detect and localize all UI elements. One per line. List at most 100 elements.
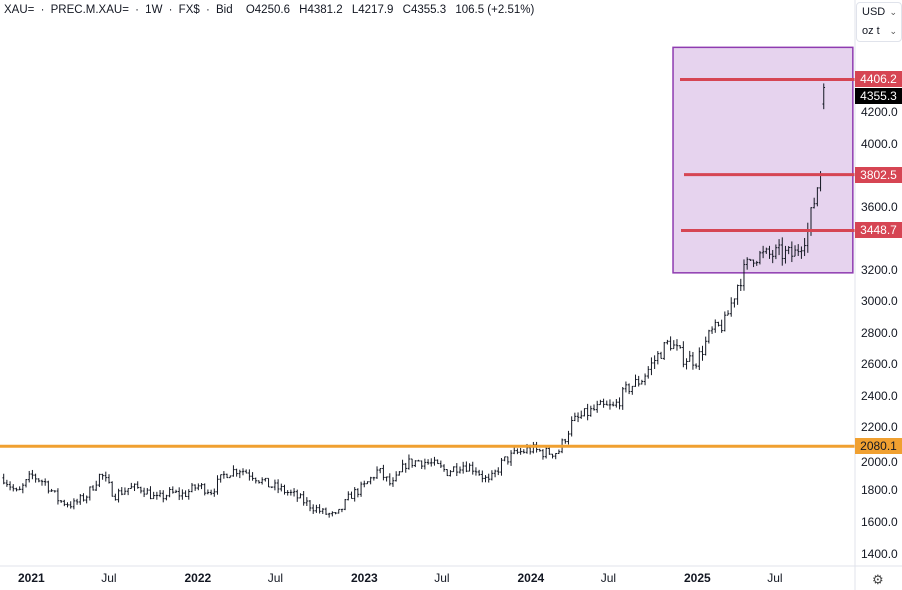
ohlc-bar xyxy=(308,500,312,512)
ohlc-bar xyxy=(669,336,672,351)
ohlc-bar xyxy=(372,476,376,481)
time-axis-tick: Jul xyxy=(434,571,450,585)
ohlc-bar xyxy=(777,239,781,256)
interval: 1W xyxy=(145,4,163,16)
ohlc-bar xyxy=(158,490,162,498)
ohlc-bar xyxy=(187,489,191,500)
ohlc-bar xyxy=(698,347,701,371)
ohlc-bar xyxy=(742,259,746,291)
separator: · xyxy=(168,4,173,16)
ohlc-bar xyxy=(152,491,155,500)
ohlc-bar xyxy=(509,450,513,466)
ohlc-bar xyxy=(311,504,315,514)
time-axis-tick: 2025 xyxy=(684,571,711,585)
ohlc-bar xyxy=(305,497,309,506)
ohlc-bar xyxy=(15,487,18,492)
time-axis-tick: Jul xyxy=(767,571,783,585)
ohlc-bars xyxy=(2,83,826,518)
ohlc-bar xyxy=(429,458,433,467)
ohlc-bar xyxy=(184,490,187,498)
ohlc-bar xyxy=(548,446,551,455)
ohlc-bar xyxy=(155,491,159,500)
ohlc-bar xyxy=(302,491,305,506)
ohlc-bar xyxy=(369,476,372,485)
currency-dropdown[interactable]: USD ⌄ xyxy=(857,3,901,21)
ohlc-bar xyxy=(694,363,698,369)
ohlc-bar xyxy=(350,491,353,499)
ohlc-bar xyxy=(34,473,37,483)
time-axis-tick: 2021 xyxy=(18,571,45,585)
ohlc-bar xyxy=(260,477,264,485)
ohlc-bar xyxy=(602,398,605,408)
ohlc-bar xyxy=(117,488,120,503)
price-axis-tick: 1400.0 xyxy=(861,546,898,561)
ohlc-bar xyxy=(608,399,612,410)
ohlc-bar xyxy=(85,495,88,504)
ohlc-bar xyxy=(120,487,124,496)
ohlc-bar xyxy=(723,311,727,332)
ohlc-bar xyxy=(145,487,149,495)
ohlc-bar xyxy=(774,244,778,260)
highlight-zone-rectangle[interactable] xyxy=(672,46,854,274)
ohlc-bar xyxy=(273,479,277,491)
ohlc-bar xyxy=(142,487,146,498)
ohlc-bar xyxy=(436,459,439,465)
ohlc-bar xyxy=(771,249,774,264)
ohlc-bar xyxy=(362,480,366,488)
ohlc-bar xyxy=(503,456,506,462)
ohlc-bar xyxy=(347,491,350,501)
ohlc-bar xyxy=(356,488,360,498)
ohlc-bar xyxy=(69,501,73,509)
ohlc-bar xyxy=(592,404,596,411)
ohlc-bar xyxy=(47,480,50,494)
ohlc-bar xyxy=(739,278,743,291)
ohlc-bar xyxy=(161,490,165,503)
ohlc-bar xyxy=(726,310,730,316)
ohlc-bar xyxy=(481,470,484,483)
ohlc-bar xyxy=(394,471,398,482)
ohlc-bar xyxy=(474,467,478,476)
ohlc-bar xyxy=(107,474,111,484)
ohlc-bar xyxy=(589,405,593,417)
ohlc-bar xyxy=(91,485,95,491)
ohlc-bar xyxy=(94,480,98,491)
ohlc-bar xyxy=(133,483,136,492)
ohlc-bar xyxy=(200,483,203,490)
ohlc-bar xyxy=(618,397,621,410)
ohlc-bar xyxy=(375,466,379,479)
ohlc-bar xyxy=(455,463,459,477)
ohlc-bar xyxy=(378,467,382,474)
ohlc-bar xyxy=(407,454,411,470)
ohlc-bar xyxy=(27,470,31,483)
ohlc-bar xyxy=(449,470,452,477)
ohlc-bar xyxy=(516,448,519,455)
symbol[interactable]: XAU= xyxy=(4,4,35,16)
ohlc-bar xyxy=(75,498,79,505)
settings-gear-icon[interactable]: ⚙ xyxy=(872,572,884,587)
ohlc-bar xyxy=(682,341,685,368)
separator: · xyxy=(135,4,139,16)
ohlc-bar xyxy=(219,474,222,483)
open-value: O4250.6 xyxy=(245,4,290,16)
ohlc-bar xyxy=(82,493,85,502)
ohlc-bar xyxy=(5,479,9,487)
price-axis-tick: 2000.0 xyxy=(861,455,898,470)
ohlc-bar xyxy=(334,512,337,515)
ohlc-bar xyxy=(803,238,806,257)
ohlc-bar xyxy=(114,493,117,501)
ohlc-bar xyxy=(404,462,408,473)
ohlc-bar xyxy=(522,449,526,454)
ohlc-bar xyxy=(646,366,650,379)
ohlc-bar xyxy=(557,449,561,455)
ohlc-bar xyxy=(468,463,471,472)
ohlc-bar xyxy=(50,488,53,492)
ohlc-bar xyxy=(385,476,388,482)
ohlc-bar xyxy=(59,500,63,503)
ohlc-bar xyxy=(232,465,235,477)
ohlc-bar xyxy=(78,494,82,505)
ohlc-bar xyxy=(496,467,500,476)
ohlc-bar xyxy=(433,456,436,466)
ohlc-bar xyxy=(713,319,717,333)
unit-dropdown[interactable]: oz t ⌄ xyxy=(857,22,901,40)
